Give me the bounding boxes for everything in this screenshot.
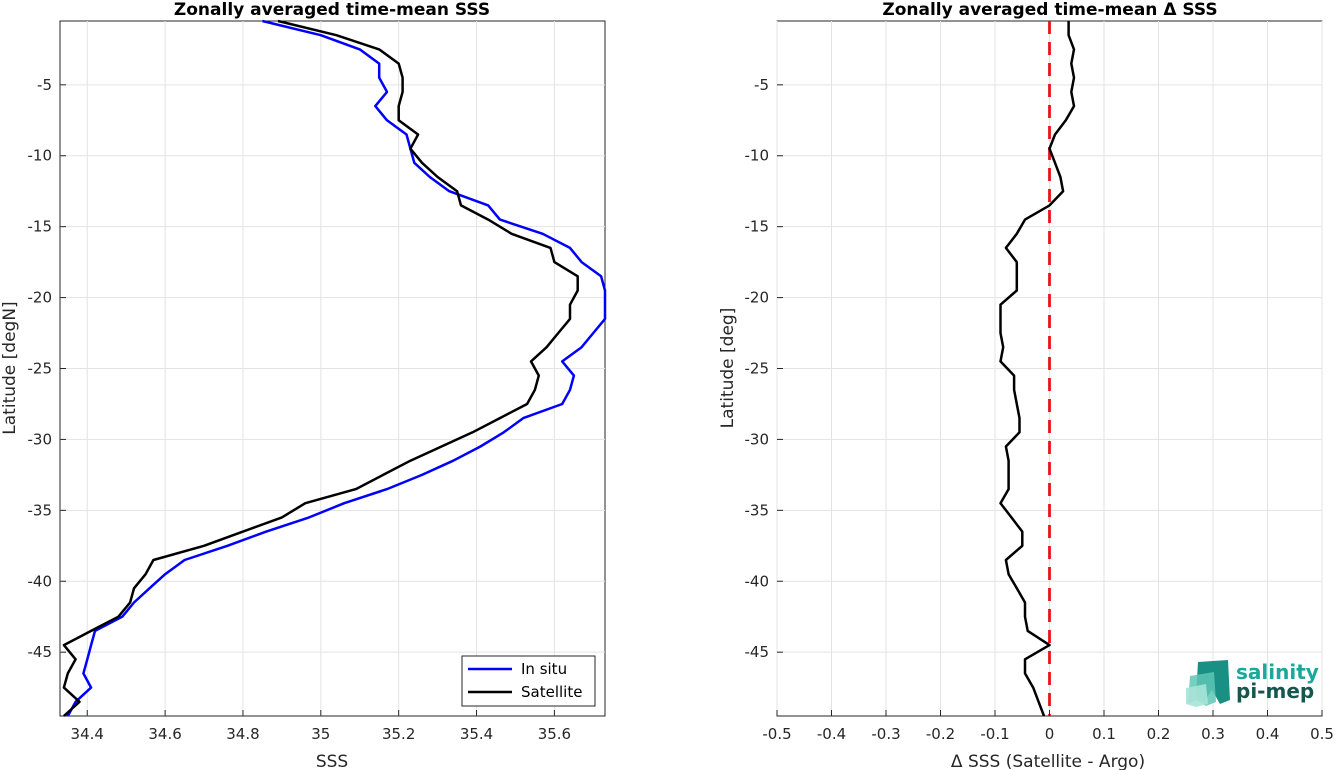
x-tick-label: -0.3 [871,725,900,743]
x-tick-label: 34.6 [148,725,181,743]
x-axis-label-sss: SSS [316,752,348,770]
y-tick-label: -20 [28,289,53,307]
y-tick-label: -30 [28,430,53,448]
legend-label-in-situ: In situ [521,660,567,678]
x-tick-label: 35.4 [460,725,493,743]
panel-sss: 34.4 34.6 34.8 35 35.2 35.4 35.6 -5 -10 -15 -20 -2… [0,0,607,770]
x-tick-label: -0.5 [762,725,791,743]
logo-graphic-icon [1186,660,1230,707]
x-tick-label: 35.2 [382,725,415,743]
grid-sss [60,21,605,716]
y-tick-label: -45 [28,643,53,661]
x-tick-label: -0.2 [926,725,955,743]
panel-delta-sss: -0.5 -0.4 -0.3 -0.2 -0.1 0 0.1 0.2 0.3 0.4 0.5 -5-… [718,0,1334,770]
x-tick-label: 35 [311,725,330,743]
salinity-pi-mep-logo: salinity pi-mep [1186,660,1319,707]
series-lines-delta-sss [999,21,1076,717]
legend-label-satellite: Satellite [521,683,582,701]
logo-text-line2: pi-mep [1236,679,1314,703]
x-tick-label: 0.5 [1310,725,1334,743]
y-tick-label: -40 [745,572,770,590]
yticks-sss: -5 -10 -15 -20 -25 -30 -35 -40 -45 [28,76,66,661]
legend: In situ Satellite [461,655,596,707]
x-tick-label: 34.8 [226,725,259,743]
y-tick-label: -5 [37,76,52,94]
x-tick-label: 0.4 [1256,725,1280,743]
chart-title-sss: Zonally averaged time-mean SSS [174,0,490,20]
x-tick-label: 34.4 [71,725,104,743]
series-line-satellite [62,19,579,717]
legend-box [461,655,596,707]
y-tick-label: -10 [745,147,770,165]
logo-text-line1: salinity [1236,660,1319,684]
x-tick-label: 35.6 [538,725,571,743]
y-tick-label: -40 [28,572,53,590]
xticks-delta-sss: -0.5 -0.4 -0.3 -0.2 -0.1 0 0.1 0.2 0.3 0.4 0.5 [762,710,1334,743]
x-tick-label: 0.2 [1147,725,1171,743]
y-tick-label: -15 [745,218,770,236]
y-tick-label: -30 [745,430,770,448]
y-tick-label: -35 [28,501,53,519]
series-line-delta [999,21,1076,717]
xticks-sss: 34.4 34.6 34.8 35 35.2 35.4 35.6 [71,710,571,743]
y-tick-label: -10 [28,147,53,165]
yticks-delta-sss: -5 -10 -15 -20 -25 -30 -35 -40 -45 [745,76,783,661]
y-tick-label: -5 [754,76,769,94]
y-tick-label: -35 [745,501,770,519]
x-tick-label: 0.1 [1092,725,1116,743]
x-tick-label: 0 [1045,725,1055,743]
y-tick-label: -45 [745,643,770,661]
grid-delta-sss [776,21,1323,716]
x-tick-label: -0.4 [817,725,846,743]
y-tick-label: -25 [745,360,770,378]
y-axis-label-sss: Latitude [degN] [0,301,20,434]
chart-title-delta-sss: Zonally averaged time-mean Δ SSS [882,0,1217,20]
x-tick-label: 0.3 [1201,725,1225,743]
x-axis-label-delta-sss: Δ SSS (Satellite - Argo) [951,752,1145,770]
y-axis-label-delta-sss: Latitude [deg] [718,308,738,429]
y-tick-label: -25 [28,360,53,378]
series-lines-sss [62,19,607,717]
y-tick-label: -20 [745,289,770,307]
y-tick-label: -15 [28,218,53,236]
series-line-in-situ [66,19,607,717]
x-tick-label: -0.1 [980,725,1009,743]
